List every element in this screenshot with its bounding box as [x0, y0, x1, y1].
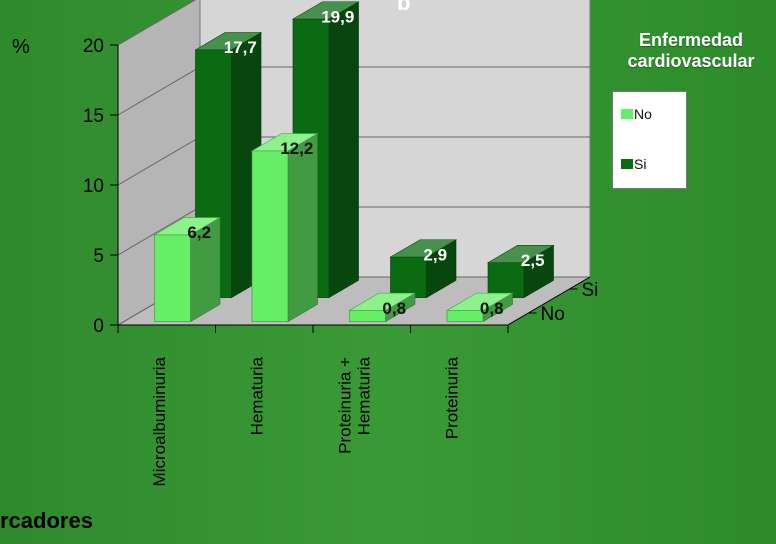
y-tick-label: 0 [93, 316, 104, 337]
legend-item-no: No [621, 106, 652, 122]
data-label: 12,2 [280, 139, 313, 158]
data-label: 6,2 [187, 223, 211, 242]
bar-top [194, 32, 263, 51]
bar-top [486, 245, 555, 263]
bar-side [328, 1, 359, 299]
bar-side [287, 133, 318, 323]
data-label: 17,7 [224, 38, 257, 57]
category-label: Hematuria [354, 356, 373, 435]
legend-title: Enfermedad cardiovascular [627, 30, 755, 71]
bar-top [291, 1, 360, 20]
bar-front [487, 262, 525, 298]
bar-front [154, 234, 191, 322]
bar-front [446, 310, 484, 322]
category-label: Microalbuminuria [150, 356, 169, 486]
x-axis-title: rcadores [0, 508, 93, 533]
data-label: 2,5 [521, 251, 545, 270]
bar-top [250, 133, 319, 152]
legend: No Si [612, 91, 687, 189]
bar [250, 133, 319, 323]
bar-front [390, 256, 427, 298]
depth-axis-line [507, 276, 591, 326]
chart-title-partial: p [397, 0, 482, 10]
category-label: Hematuria [247, 356, 266, 435]
bar-top [348, 292, 417, 311]
bar [486, 244, 555, 299]
bar-top [389, 239, 458, 258]
category-label: Proteinuria + [335, 357, 354, 454]
y-tick-label: 5 [93, 246, 104, 267]
depth-label: No [541, 304, 565, 325]
legend-label-no: No [634, 106, 652, 122]
bar-front [251, 150, 289, 322]
legend-swatch-no [621, 109, 633, 119]
gridline [117, 0, 196, 46]
y-tick-label: 15 [83, 106, 104, 127]
depth-label: Si [582, 280, 599, 301]
data-label: 0,8 [382, 299, 406, 318]
y-axis-title: % [12, 36, 30, 58]
y-tick-label: 10 [83, 176, 104, 197]
bars [153, 1, 555, 323]
data-label: 2,9 [423, 245, 447, 264]
category-label: Proteinuria [442, 356, 461, 439]
bar [445, 292, 514, 323]
bar-front [349, 310, 386, 322]
bar [389, 239, 458, 299]
bar [153, 217, 222, 323]
bar-top [445, 292, 514, 311]
bar [348, 292, 417, 323]
data-labels: 17,7 19,9 2,9 2,5 6,2 12,2 0,8 0,8 [187, 7, 544, 317]
legend-label-si: Si [634, 156, 647, 172]
bar-top [153, 217, 222, 236]
legend-item-si: Si [621, 156, 646, 172]
data-label: 0,8 [480, 299, 504, 318]
data-label: 19,9 [321, 7, 354, 26]
y-tick-label: 20 [83, 36, 104, 57]
legend-swatch-si [621, 159, 633, 169]
